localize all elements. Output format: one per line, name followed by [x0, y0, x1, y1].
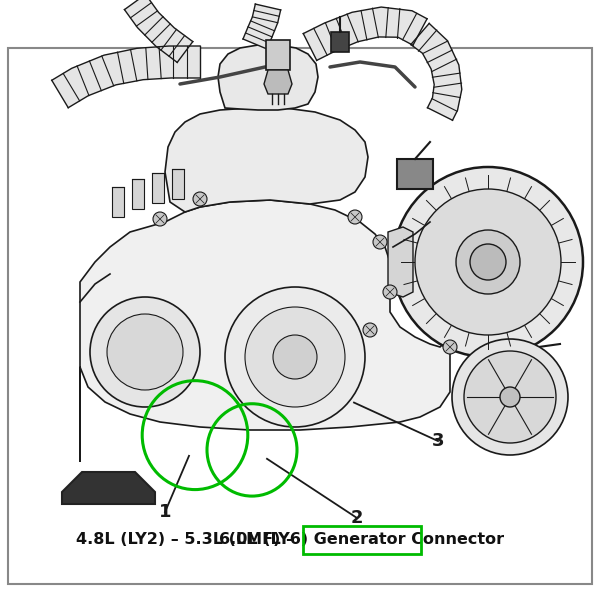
Polygon shape	[124, 0, 193, 62]
Polygon shape	[52, 46, 200, 108]
Polygon shape	[80, 200, 450, 462]
Polygon shape	[388, 227, 413, 297]
Circle shape	[153, 212, 167, 226]
Circle shape	[383, 285, 397, 299]
Bar	[266, 40, 290, 70]
Circle shape	[348, 210, 362, 224]
Polygon shape	[303, 7, 427, 60]
Text: 1: 1	[159, 503, 171, 521]
Circle shape	[107, 314, 183, 390]
Circle shape	[415, 189, 561, 335]
Bar	[112, 187, 124, 217]
Bar	[331, 32, 349, 52]
Circle shape	[245, 307, 345, 407]
Bar	[132, 179, 144, 209]
Bar	[152, 173, 164, 203]
Polygon shape	[264, 70, 292, 94]
Text: 2: 2	[351, 509, 363, 527]
Circle shape	[456, 230, 520, 294]
Text: 4.8L (LY2) – 5.3L (LMF) –: 4.8L (LY2) – 5.3L (LMF) –	[76, 532, 300, 548]
Text: 3: 3	[432, 432, 444, 450]
Circle shape	[225, 287, 365, 427]
Circle shape	[470, 244, 506, 280]
Circle shape	[443, 340, 457, 354]
Circle shape	[393, 167, 583, 357]
Polygon shape	[62, 472, 155, 504]
Polygon shape	[165, 108, 368, 212]
Polygon shape	[218, 45, 318, 110]
Bar	[172, 169, 184, 199]
Polygon shape	[411, 24, 462, 120]
Bar	[397, 159, 433, 189]
Circle shape	[273, 335, 317, 379]
Circle shape	[464, 351, 556, 443]
Circle shape	[193, 192, 207, 206]
Text: 6.0L (LY6) Generator Connector: 6.0L (LY6) Generator Connector	[220, 532, 505, 548]
Circle shape	[90, 297, 200, 407]
Circle shape	[452, 339, 568, 455]
Circle shape	[500, 387, 520, 407]
Circle shape	[363, 323, 377, 337]
Polygon shape	[243, 4, 281, 49]
Circle shape	[373, 235, 387, 249]
